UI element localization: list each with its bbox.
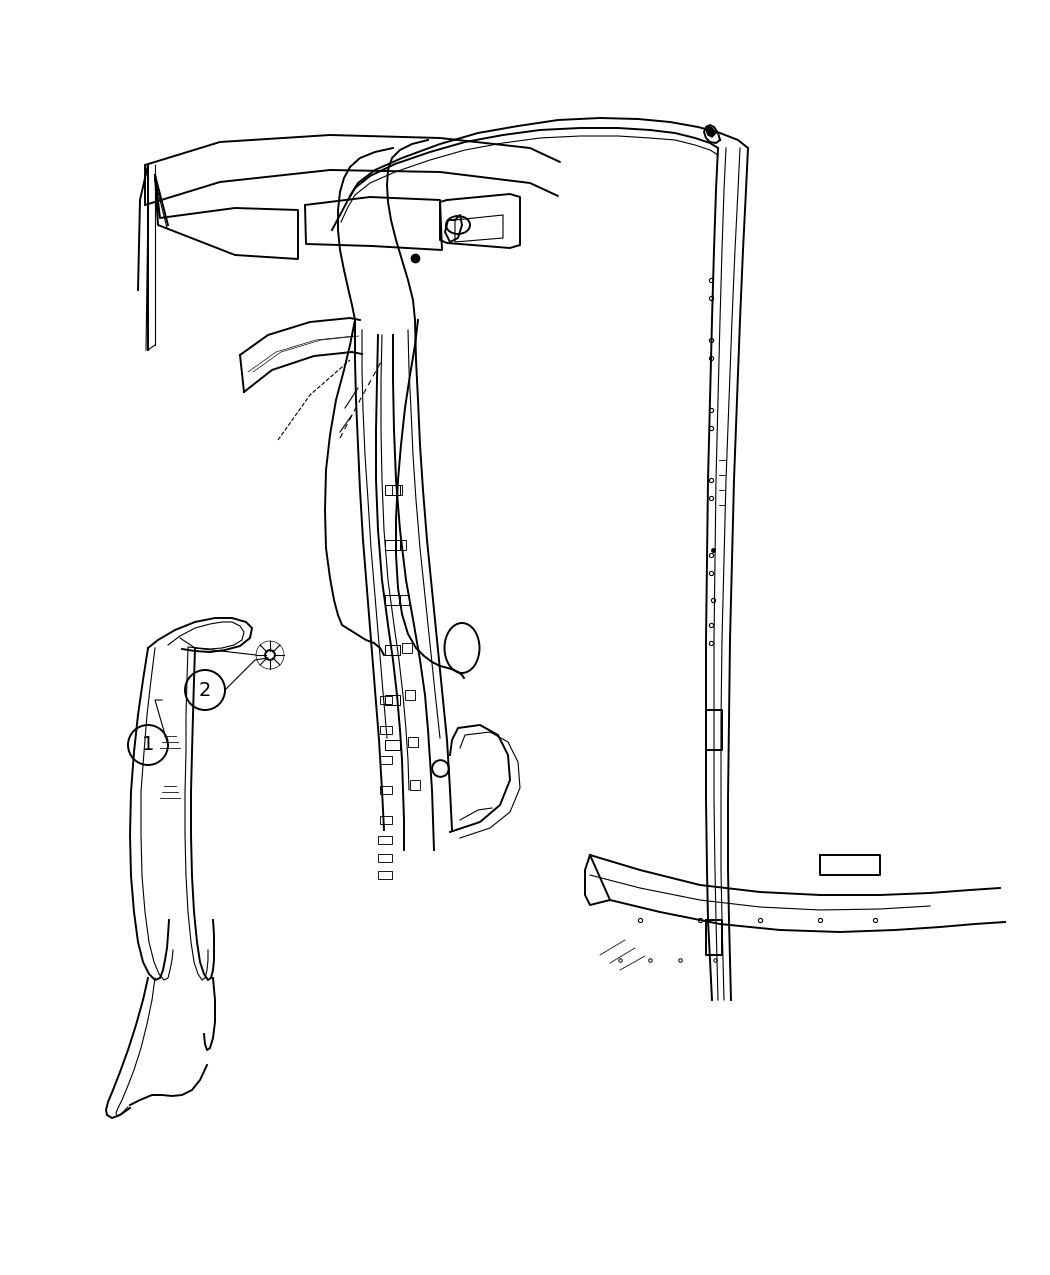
Bar bbox=[380, 725, 392, 734]
Bar bbox=[385, 541, 400, 550]
Bar bbox=[378, 836, 392, 844]
Bar bbox=[380, 756, 392, 764]
Text: 1: 1 bbox=[142, 736, 154, 755]
Bar bbox=[385, 740, 400, 750]
Bar bbox=[380, 785, 392, 794]
Bar bbox=[385, 484, 400, 495]
Bar bbox=[385, 645, 400, 655]
Bar bbox=[385, 595, 400, 606]
Bar bbox=[399, 595, 410, 606]
Bar bbox=[385, 695, 400, 705]
Bar bbox=[396, 541, 406, 550]
Bar bbox=[380, 816, 392, 824]
Bar bbox=[405, 690, 415, 700]
Bar bbox=[392, 484, 402, 495]
Bar bbox=[380, 696, 392, 704]
Text: 2: 2 bbox=[198, 681, 211, 700]
Bar bbox=[402, 643, 412, 653]
Bar bbox=[410, 780, 420, 790]
Bar bbox=[378, 871, 392, 878]
Polygon shape bbox=[706, 126, 716, 136]
Bar bbox=[408, 737, 418, 747]
Bar bbox=[378, 854, 392, 862]
